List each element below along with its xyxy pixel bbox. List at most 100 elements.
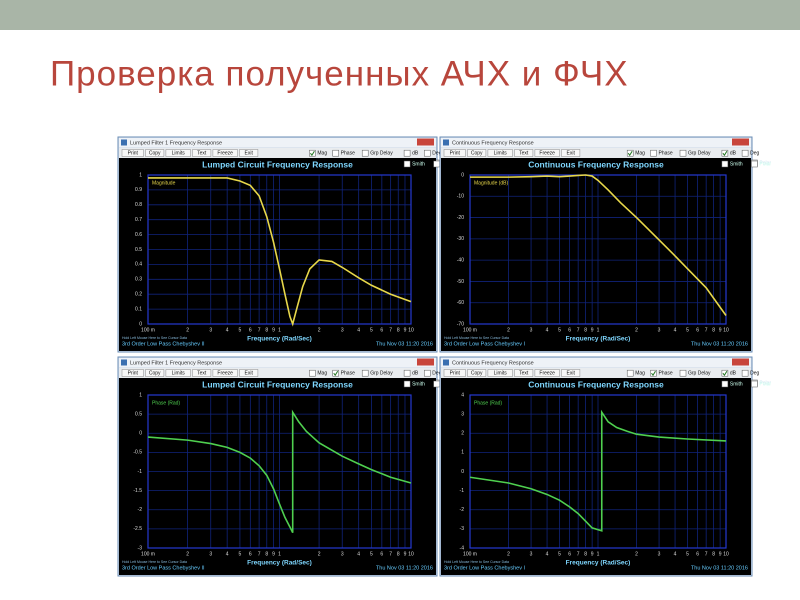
toolbar-button-label[interactable]: Limits — [494, 151, 508, 157]
toolbar-button[interactable] — [121, 149, 144, 157]
checkbox-label[interactable]: Mag — [317, 151, 327, 157]
toolbar-button-label[interactable]: Limits — [172, 371, 186, 377]
toolbar-button-label[interactable]: Print — [128, 371, 139, 377]
close-button[interactable] — [732, 358, 749, 366]
checkbox[interactable] — [433, 380, 440, 388]
checkbox[interactable] — [721, 149, 729, 157]
toolbar-button-label[interactable]: Exit — [567, 371, 576, 377]
toolbar-button-label[interactable]: Copy — [149, 371, 161, 377]
checkbox[interactable] — [309, 149, 316, 157]
toolbar-button-label[interactable]: Limits — [172, 151, 186, 157]
toolbar-button[interactable] — [534, 369, 560, 377]
checkbox-label[interactable]: Smith — [730, 381, 743, 387]
checkbox[interactable] — [332, 149, 339, 157]
checkbox[interactable] — [332, 369, 339, 377]
close-button[interactable] — [732, 138, 749, 146]
checkbox[interactable] — [433, 160, 440, 168]
checkbox[interactable] — [626, 369, 634, 377]
checkbox[interactable] — [679, 369, 687, 377]
toolbar-button[interactable] — [145, 369, 165, 377]
checkbox[interactable] — [741, 149, 749, 157]
toolbar-button[interactable] — [467, 149, 487, 157]
toolbar-button[interactable] — [443, 149, 466, 157]
toolbar-button[interactable] — [443, 369, 466, 377]
checkbox-label[interactable]: Smith — [412, 381, 425, 387]
checkbox[interactable] — [679, 149, 687, 157]
checkbox-label[interactable]: Phase — [341, 151, 355, 157]
checkbox-label[interactable]: Polar — [759, 161, 771, 167]
toolbar-button-label[interactable]: Freeze — [217, 371, 233, 377]
checkbox-label[interactable]: Polar — [759, 380, 771, 386]
checkbox-label[interactable]: Phase — [659, 151, 673, 157]
checkbox-label[interactable]: Deg — [750, 151, 759, 157]
toolbar-button-label[interactable]: Copy — [471, 371, 483, 377]
checkbox-label[interactable]: dB — [730, 151, 737, 157]
toolbar-button[interactable] — [487, 369, 513, 377]
checkbox[interactable] — [721, 369, 729, 377]
checkbox-label[interactable]: Grp Delay — [370, 371, 393, 377]
toolbar-button-label[interactable]: Print — [450, 151, 461, 157]
checkbox[interactable] — [424, 149, 431, 157]
toolbar-button[interactable] — [192, 149, 212, 157]
toolbar-button-label[interactable]: Text — [519, 371, 529, 377]
toolbar-button[interactable] — [487, 149, 513, 157]
toolbar-button[interactable] — [145, 149, 165, 157]
checkbox[interactable] — [650, 369, 657, 377]
checkbox-label[interactable]: Grp Delay — [370, 151, 393, 157]
checkbox-label[interactable]: Smith — [730, 161, 743, 167]
checkbox[interactable] — [626, 149, 634, 157]
toolbar-button-label[interactable]: Freeze — [539, 151, 555, 157]
checkbox-label[interactable]: Grp Delay — [688, 151, 711, 157]
toolbar-button-label[interactable]: Exit — [245, 151, 254, 157]
toolbar-button[interactable] — [514, 149, 534, 157]
checkbox[interactable] — [741, 369, 749, 377]
toolbar-button-label[interactable]: Print — [450, 371, 461, 377]
close-button[interactable] — [417, 138, 434, 146]
toolbar-button-label[interactable]: Freeze — [217, 151, 233, 157]
toolbar-button-label[interactable]: Exit — [245, 371, 254, 377]
checkbox[interactable] — [403, 369, 411, 377]
toolbar-button[interactable] — [212, 369, 238, 377]
checkbox-label[interactable]: dB — [412, 151, 419, 157]
toolbar-button[interactable] — [561, 369, 581, 377]
checkbox[interactable] — [751, 160, 758, 168]
checkbox[interactable] — [361, 149, 369, 157]
toolbar-button-label[interactable]: Limits — [494, 371, 508, 377]
checkbox-label[interactable]: Mag — [317, 371, 327, 377]
checkbox-label[interactable]: Phase — [659, 371, 673, 377]
checkbox-label[interactable]: Deg — [750, 371, 759, 377]
checkbox[interactable] — [403, 160, 411, 168]
checkbox[interactable] — [403, 380, 411, 388]
toolbar-button-label[interactable]: Text — [197, 151, 207, 157]
checkbox[interactable] — [751, 380, 758, 388]
toolbar-button-label[interactable]: Print — [128, 151, 139, 157]
checkbox-label[interactable]: Grp Delay — [688, 371, 711, 377]
checkbox-label[interactable]: Polar — [759, 160, 771, 166]
checkbox[interactable] — [424, 369, 431, 377]
checkbox-label[interactable]: Mag — [635, 371, 645, 377]
checkbox-label[interactable]: Phase — [341, 371, 355, 377]
checkbox-label[interactable]: Mag — [635, 151, 645, 157]
checkbox-label[interactable]: Smith — [412, 161, 425, 167]
checkbox[interactable] — [721, 380, 729, 388]
close-button[interactable] — [417, 358, 434, 366]
toolbar-button[interactable] — [165, 369, 191, 377]
toolbar-button-label[interactable]: Text — [519, 151, 529, 157]
checkbox-label[interactable]: dB — [412, 371, 419, 377]
toolbar-button[interactable] — [212, 149, 238, 157]
toolbar-button[interactable] — [467, 369, 487, 377]
checkbox[interactable] — [403, 149, 411, 157]
toolbar-button-label[interactable]: Copy — [471, 151, 483, 157]
checkbox[interactable] — [361, 369, 369, 377]
toolbar-button[interactable] — [534, 149, 560, 157]
toolbar-button[interactable] — [192, 369, 212, 377]
checkbox-label[interactable]: Deg — [432, 371, 441, 377]
toolbar-button-label[interactable]: Copy — [149, 151, 161, 157]
toolbar-button-label[interactable]: Freeze — [539, 371, 555, 377]
checkbox-label[interactable]: Polar — [759, 381, 771, 387]
toolbar-button[interactable] — [239, 149, 259, 157]
toolbar-button-label[interactable]: Text — [197, 371, 207, 377]
checkbox[interactable] — [650, 149, 657, 157]
toolbar-button-label[interactable]: Exit — [567, 151, 576, 157]
toolbar-button[interactable] — [561, 149, 581, 157]
